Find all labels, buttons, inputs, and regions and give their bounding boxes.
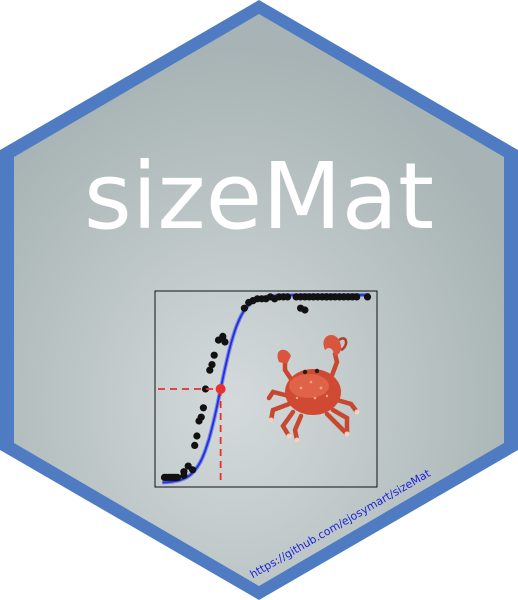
chart-frame xyxy=(154,290,378,488)
data-point xyxy=(322,293,331,301)
marker-point xyxy=(215,384,226,394)
data-point xyxy=(284,293,292,301)
data-point xyxy=(210,351,218,359)
crab-arm xyxy=(328,351,340,381)
data-point xyxy=(221,338,229,346)
data-point xyxy=(208,361,216,369)
sticker-title: sizeMat xyxy=(84,143,434,250)
crab-leg xyxy=(280,409,296,439)
data-point xyxy=(353,293,361,301)
data-point xyxy=(201,385,210,393)
crab-leg xyxy=(324,411,350,437)
data-point xyxy=(219,332,227,340)
data-point xyxy=(240,304,248,312)
data-point xyxy=(206,366,214,374)
crab-leg xyxy=(334,397,360,415)
data-point xyxy=(173,473,181,481)
crab-leg xyxy=(266,389,292,401)
maturity-chart xyxy=(154,290,378,488)
chart-marks xyxy=(158,293,372,485)
crab-leg xyxy=(292,413,304,443)
data-point xyxy=(180,471,188,480)
data-point xyxy=(197,413,205,421)
crab-icon xyxy=(266,335,360,443)
crab-arm xyxy=(282,359,296,385)
crab-claw-right xyxy=(323,335,342,356)
data-point xyxy=(191,441,199,449)
data-point xyxy=(301,306,309,314)
crab-leg xyxy=(330,407,350,435)
data-point xyxy=(189,466,197,474)
data-point xyxy=(363,293,372,301)
crab-leg xyxy=(268,401,292,423)
data-point xyxy=(193,432,201,440)
crab-claw-left xyxy=(277,349,291,364)
data-point xyxy=(199,404,207,412)
